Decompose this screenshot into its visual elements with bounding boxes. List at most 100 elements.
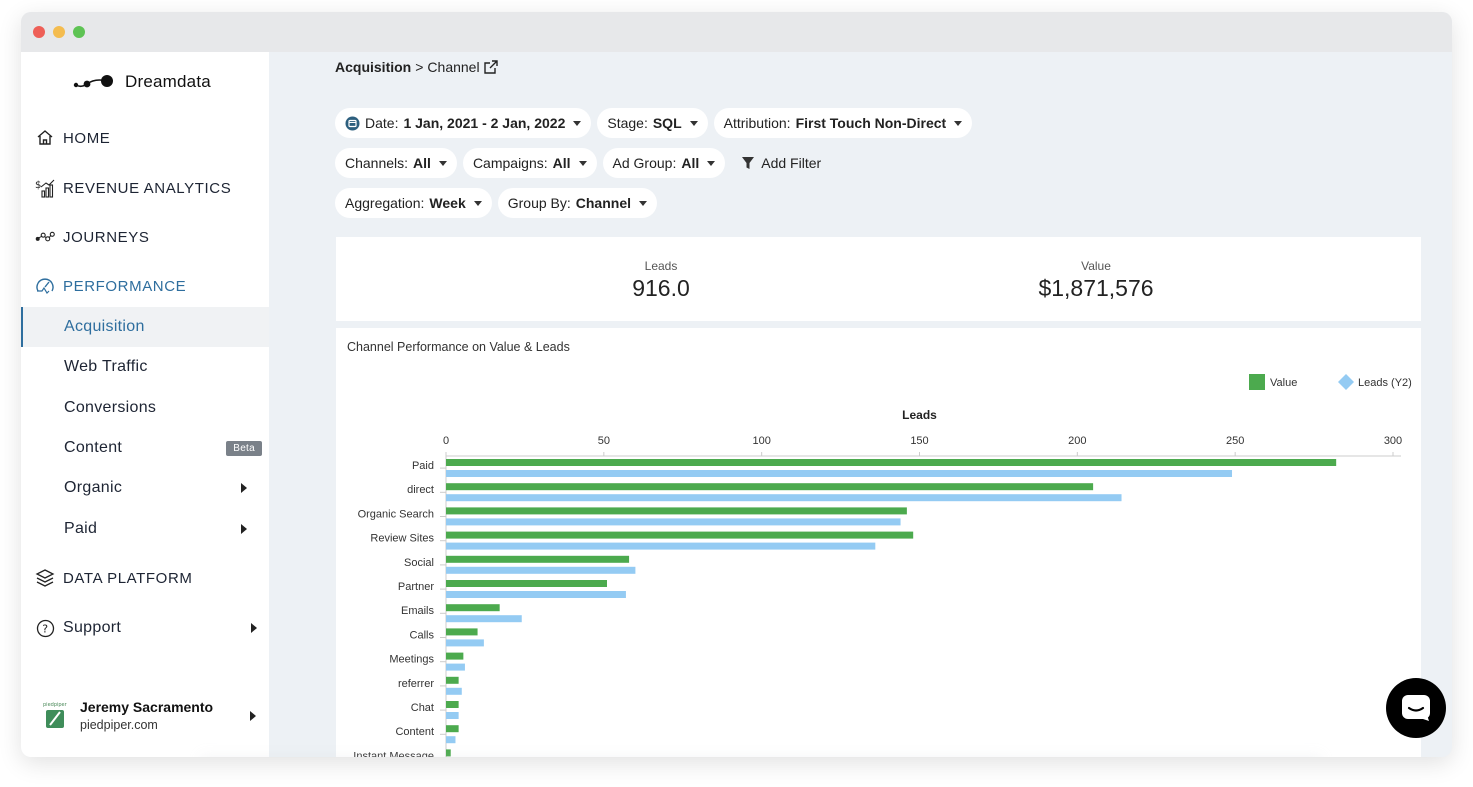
minimize-window-button[interactable]: [53, 26, 65, 38]
stage-filter[interactable]: Stage: SQL: [597, 108, 708, 138]
bar-value: [446, 701, 459, 708]
journey-nodes-icon: [35, 227, 55, 247]
external-link-icon[interactable]: [483, 60, 498, 74]
ad-group-filter-value: All: [681, 155, 700, 171]
x-tick-label: 50: [598, 435, 610, 447]
kpi-value-amount: $1,871,576: [1038, 275, 1154, 301]
user-domain: piedpiper.com: [80, 718, 158, 732]
nav-journeys[interactable]: JOURNEYS: [35, 225, 149, 249]
legend-value-swatch: [1249, 374, 1265, 390]
chevron-right-icon: [251, 623, 257, 633]
date-filter-value: 1 Jan, 2021 - 2 Jan, 2022: [403, 115, 566, 131]
channels-filter[interactable]: Channels: All: [335, 148, 457, 178]
bar-value: [446, 749, 451, 757]
maximize-window-button[interactable]: [73, 26, 85, 38]
chat-launcher-button[interactable]: [1386, 678, 1446, 738]
chevron-down-icon: [639, 200, 647, 206]
bar-value: [446, 604, 500, 612]
category-label: Social: [404, 557, 434, 569]
app-logo[interactable]: Dreamdata: [73, 72, 211, 92]
sidebar-item-paid[interactable]: Paid: [21, 509, 269, 549]
category-label: Paid: [412, 460, 434, 472]
campaigns-filter-value: All: [552, 155, 571, 171]
aggregation-filter-label: Aggregation:: [345, 195, 425, 211]
bar-leads: [446, 639, 484, 647]
main-content: Acquisition > Channel Date: 1 Jan, 2021 …: [269, 52, 1452, 757]
chart-card: Channel Performance on Value & Leads Lea…: [336, 328, 1421, 757]
nav-journeys-label: JOURNEYS: [63, 228, 150, 246]
legend-leads-swatch: [1338, 374, 1354, 390]
aggregation-filter[interactable]: Aggregation: Week: [335, 188, 492, 218]
chevron-right-icon: [241, 483, 247, 493]
attribution-filter-value: First Touch Non-Direct: [795, 115, 947, 131]
app-window: Dreamdata HOME $ REVENUE ANALYTICS JOURN…: [21, 12, 1452, 757]
category-label: Meetings: [389, 654, 434, 666]
category-label: referrer: [398, 678, 434, 690]
kpi-value-label: Value: [1081, 259, 1111, 273]
nav-performance[interactable]: PERFORMANCE: [35, 274, 186, 298]
sidebar-item-content[interactable]: Content Beta: [21, 428, 269, 468]
x-tick-label: 100: [752, 435, 770, 447]
sidebar-item-conversions[interactable]: Conversions: [21, 388, 269, 428]
filter-funnel-icon: [742, 157, 755, 169]
sidebar-item-web-traffic-label: Web Traffic: [64, 358, 148, 375]
category-label: Calls: [410, 629, 435, 641]
campaigns-filter[interactable]: Campaigns: All: [462, 148, 597, 178]
campaigns-filter-label: Campaigns:: [472, 155, 548, 171]
category-label: Content: [395, 726, 434, 738]
group-by-filter-value: Channel: [575, 195, 631, 211]
bar-leads: [446, 542, 876, 550]
bar-leads: [446, 591, 626, 598]
group-by-filter[interactable]: Group By: Channel: [497, 188, 657, 218]
nav-home[interactable]: HOME: [35, 126, 110, 150]
category-label: direct: [407, 484, 434, 496]
close-window-button[interactable]: [33, 26, 45, 38]
attribution-filter-label: Attribution:: [723, 115, 791, 131]
sidebar-item-acquisition-label: Acquisition: [64, 318, 145, 335]
date-filter[interactable]: Date: 1 Jan, 2021 - 2 Jan, 2022: [335, 108, 592, 138]
sidebar-item-acquisition[interactable]: Acquisition: [21, 307, 269, 347]
chevron-down-icon: [473, 200, 482, 206]
sidebar-item-organic[interactable]: Organic: [21, 468, 269, 508]
stage-filter-label: Stage:: [607, 115, 648, 131]
kpi-leads-value: 916.0: [632, 275, 690, 301]
attribution-filter[interactable]: Attribution: First Touch Non-Direct: [713, 108, 973, 138]
bar-leads: [446, 687, 462, 695]
filters-row-2: Channels: All Campaigns: All Ad Group: A…: [335, 148, 831, 178]
home-icon: [35, 128, 55, 148]
nav-support[interactable]: ? Support: [35, 616, 257, 640]
filters-row-3: Aggregation: Week Group By: Channel: [335, 188, 657, 218]
bar-leads: [446, 736, 456, 744]
chevron-down-icon: [689, 120, 698, 126]
nav-data-platform[interactable]: DATA PLATFORM: [35, 566, 192, 590]
date-filter-label: Date:: [365, 115, 399, 131]
x-axis-title: Leads: [902, 408, 937, 422]
x-tick-label: 200: [1068, 435, 1086, 447]
category-label: Organic Search: [358, 508, 434, 520]
nav-revenue-analytics[interactable]: $ REVENUE ANALYTICS: [35, 176, 231, 200]
chevron-down-icon: [438, 160, 447, 166]
app-name: Dreamdata: [125, 72, 211, 91]
category-label: Chat: [411, 702, 434, 714]
chevron-right-icon: [250, 711, 256, 721]
breadcrumb-parent[interactable]: Acquisition: [335, 59, 412, 75]
sidebar-item-web-traffic[interactable]: Web Traffic: [21, 347, 269, 387]
chevron-down-icon: [707, 160, 716, 166]
layers-icon: [35, 568, 55, 588]
nav-support-label: Support: [63, 619, 122, 636]
channels-filter-label: Channels:: [345, 155, 409, 171]
category-label: Partner: [398, 581, 434, 593]
svg-text:?: ?: [42, 622, 48, 635]
filters-row-1: Date: 1 Jan, 2021 - 2 Jan, 2022 Stage: S…: [335, 108, 973, 138]
ad-group-filter[interactable]: Ad Group: All: [602, 148, 726, 178]
kpi-card: Leads 916.0 Value $1,871,576: [336, 237, 1421, 321]
user-profile[interactable]: piedpiper Jeremy Sacramento piedpiper.co…: [41, 697, 256, 741]
title-bar: [21, 12, 1452, 52]
legend-value-label: Value: [1270, 377, 1297, 389]
bar-leads: [446, 615, 522, 623]
add-filter-button[interactable]: Add Filter: [731, 148, 831, 178]
bar-value: [446, 652, 464, 660]
nav-performance-label: PERFORMANCE: [63, 277, 187, 295]
category-label: Emails: [401, 605, 435, 617]
bar-value: [446, 725, 459, 733]
